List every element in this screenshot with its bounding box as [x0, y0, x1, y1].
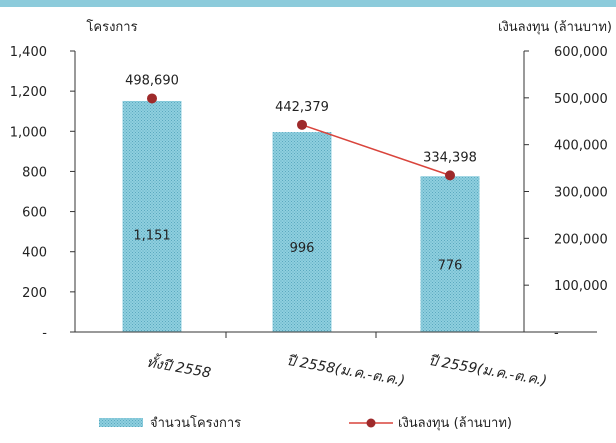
line-point [445, 170, 455, 181]
category-label: ทั้งปี 2558 [145, 352, 212, 382]
left-axis-title: โครงการ [86, 19, 137, 35]
bar-data-label: 996 [290, 241, 315, 256]
left-tick-label: 400 [22, 246, 47, 261]
legend: จำนวนโครงการ เงินลงทุน (ล้านบาท) [99, 415, 512, 431]
line-point [147, 93, 157, 104]
line-data-label: 334,398 [423, 150, 477, 165]
right-axis-title: เงินลงทุน (ล้านบาท) [498, 20, 612, 35]
category-label: ปี 2559(ม.ค.-ต.ค.) [427, 353, 548, 390]
bar [272, 132, 332, 332]
left-tick-label: 1,400 [10, 45, 47, 60]
bar [122, 100, 182, 332]
line-series: 498,690 442,379 334,398 [125, 73, 477, 181]
header-bar [0, 0, 616, 7]
right-tick-label: 100,000 [554, 279, 608, 294]
line-data-label: 442,379 [275, 100, 329, 115]
left-tick-label: 800 [22, 165, 47, 180]
legend-bar-swatch [99, 418, 143, 427]
right-tick-label: 500,000 [554, 92, 608, 107]
left-tick-label: 1,000 [10, 125, 47, 140]
legend-line-marker [366, 418, 376, 428]
bar-series: 1,151 996 776 [122, 100, 480, 332]
right-tick-label: 300,000 [554, 186, 608, 201]
line-segment [301, 124, 451, 177]
left-tick-label: 200 [22, 286, 47, 301]
legend-line-label: เงินลงทุน (ล้านบาท) [398, 416, 512, 431]
category-label: ปี 2558(ม.ค.-ต.ค.) [285, 353, 406, 390]
legend-bar-label: จำนวนโครงการ [150, 415, 241, 431]
line-point [297, 119, 307, 130]
bar-data-label: 1,151 [133, 229, 170, 244]
left-tick-label: - [42, 326, 47, 341]
right-tick-label: 200,000 [554, 232, 608, 247]
left-tick-label: 600 [22, 206, 47, 221]
bar-data-label: 776 [438, 259, 463, 274]
left-tick-label: 1,200 [10, 85, 47, 100]
line-data-label: 498,690 [125, 73, 179, 88]
bar [420, 176, 480, 332]
right-tick-label: 400,000 [554, 139, 608, 154]
right-tick-label: 600,000 [554, 45, 608, 60]
right-tick-label: - [554, 326, 559, 341]
